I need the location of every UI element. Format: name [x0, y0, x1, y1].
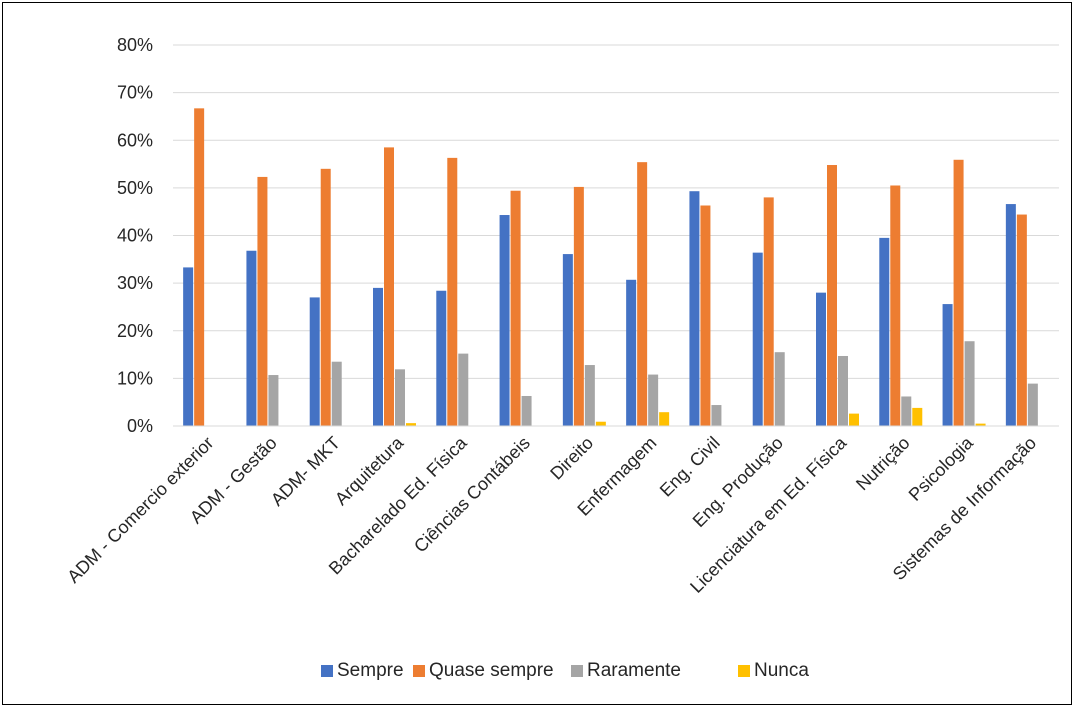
bar-sempre [626, 279, 637, 426]
bar-raramente [268, 375, 279, 426]
legend-swatch [321, 665, 333, 677]
x-tick-label: Eng. Civil [656, 433, 724, 501]
bar-raramente [648, 374, 659, 426]
bar-nunca [659, 412, 670, 426]
bar-raramente [964, 341, 975, 426]
legend-swatch [738, 665, 750, 677]
gridlines [173, 44, 1059, 379]
bar-raramente [584, 365, 595, 426]
bar-quase-sempre [637, 162, 648, 426]
bar-quase-sempre [257, 176, 268, 426]
bar-raramente [838, 355, 848, 426]
bar-raramente [331, 361, 342, 426]
bar-sempre [246, 250, 257, 426]
bar-sempre [309, 297, 320, 426]
bar-quase-sempre [827, 165, 837, 426]
legend-label: Raramente [587, 660, 681, 681]
bar-raramente [901, 396, 912, 426]
bar-quase-sempre [384, 147, 394, 427]
bar-quase-sempre [890, 185, 901, 426]
bar-quase-sempre [1016, 214, 1027, 426]
bar-quase-sempre [320, 168, 331, 426]
x-tick-label: ADM- MKT [267, 433, 344, 510]
bar-sempre [373, 287, 383, 426]
bar-sempre [879, 237, 890, 426]
bar-raramente [521, 395, 532, 426]
y-axis-tick-labels: 0% 10% 20% 30% 40% 50% 60% 70% 80% [117, 35, 153, 436]
y-tick-label: 40% [117, 226, 153, 246]
bar-raramente [774, 352, 785, 426]
x-tick-label: Ciências Contábeis [410, 433, 534, 557]
bar-nunca [595, 421, 606, 426]
y-tick-label: 10% [117, 368, 153, 388]
bar-sempre [752, 252, 763, 426]
bar-raramente [1027, 383, 1038, 426]
bar-nunca [912, 407, 923, 426]
y-tick-label: 80% [117, 35, 153, 55]
bar-chart: 0% 10% 20% 30% 40% 50% 60% 70% 80% ADM - Comerci… [63, 35, 1059, 681]
bar-sempre [816, 292, 826, 426]
bar-quase-sempre [573, 186, 584, 426]
legend: Sempre Quase sempre Raramente Nunca [321, 660, 809, 681]
y-tick-label: 60% [117, 130, 153, 150]
y-tick-label: 20% [117, 321, 153, 341]
bar-quase-sempre [763, 197, 774, 426]
bar-nunca [849, 413, 859, 426]
legend-swatch [571, 665, 583, 677]
bar-quase-sempre [953, 159, 964, 426]
bar-sempre [942, 304, 953, 426]
y-tick-label: 30% [117, 273, 153, 293]
bar-nunca [975, 423, 986, 426]
bar-sempre [183, 267, 194, 426]
y-tick-label: 50% [117, 178, 153, 198]
bar-sempre [1005, 204, 1016, 426]
legend-label: Nunca [754, 660, 809, 681]
bar-sempre [436, 290, 447, 426]
bar-quase-sempre [194, 108, 205, 426]
bars [183, 108, 1038, 427]
legend-label: Quase sempre [429, 660, 554, 681]
bar-quase-sempre [510, 190, 521, 426]
y-tick-label: 0% [127, 416, 153, 436]
bar-sempre [499, 215, 510, 426]
bar-nunca [406, 423, 416, 426]
bar-sempre [689, 191, 700, 426]
x-tick-label: Nutrição [852, 433, 914, 495]
bar-quase-sempre [700, 205, 711, 426]
bar-quase-sempre [447, 157, 458, 426]
x-tick-label: Direito [546, 433, 597, 484]
legend-label: Sempre [337, 660, 404, 681]
bar-raramente [458, 353, 469, 426]
bar-raramente [711, 405, 722, 426]
legend-swatch [413, 665, 425, 677]
y-tick-label: 70% [117, 83, 153, 103]
bar-raramente [395, 369, 405, 426]
bar-sempre [562, 254, 573, 426]
